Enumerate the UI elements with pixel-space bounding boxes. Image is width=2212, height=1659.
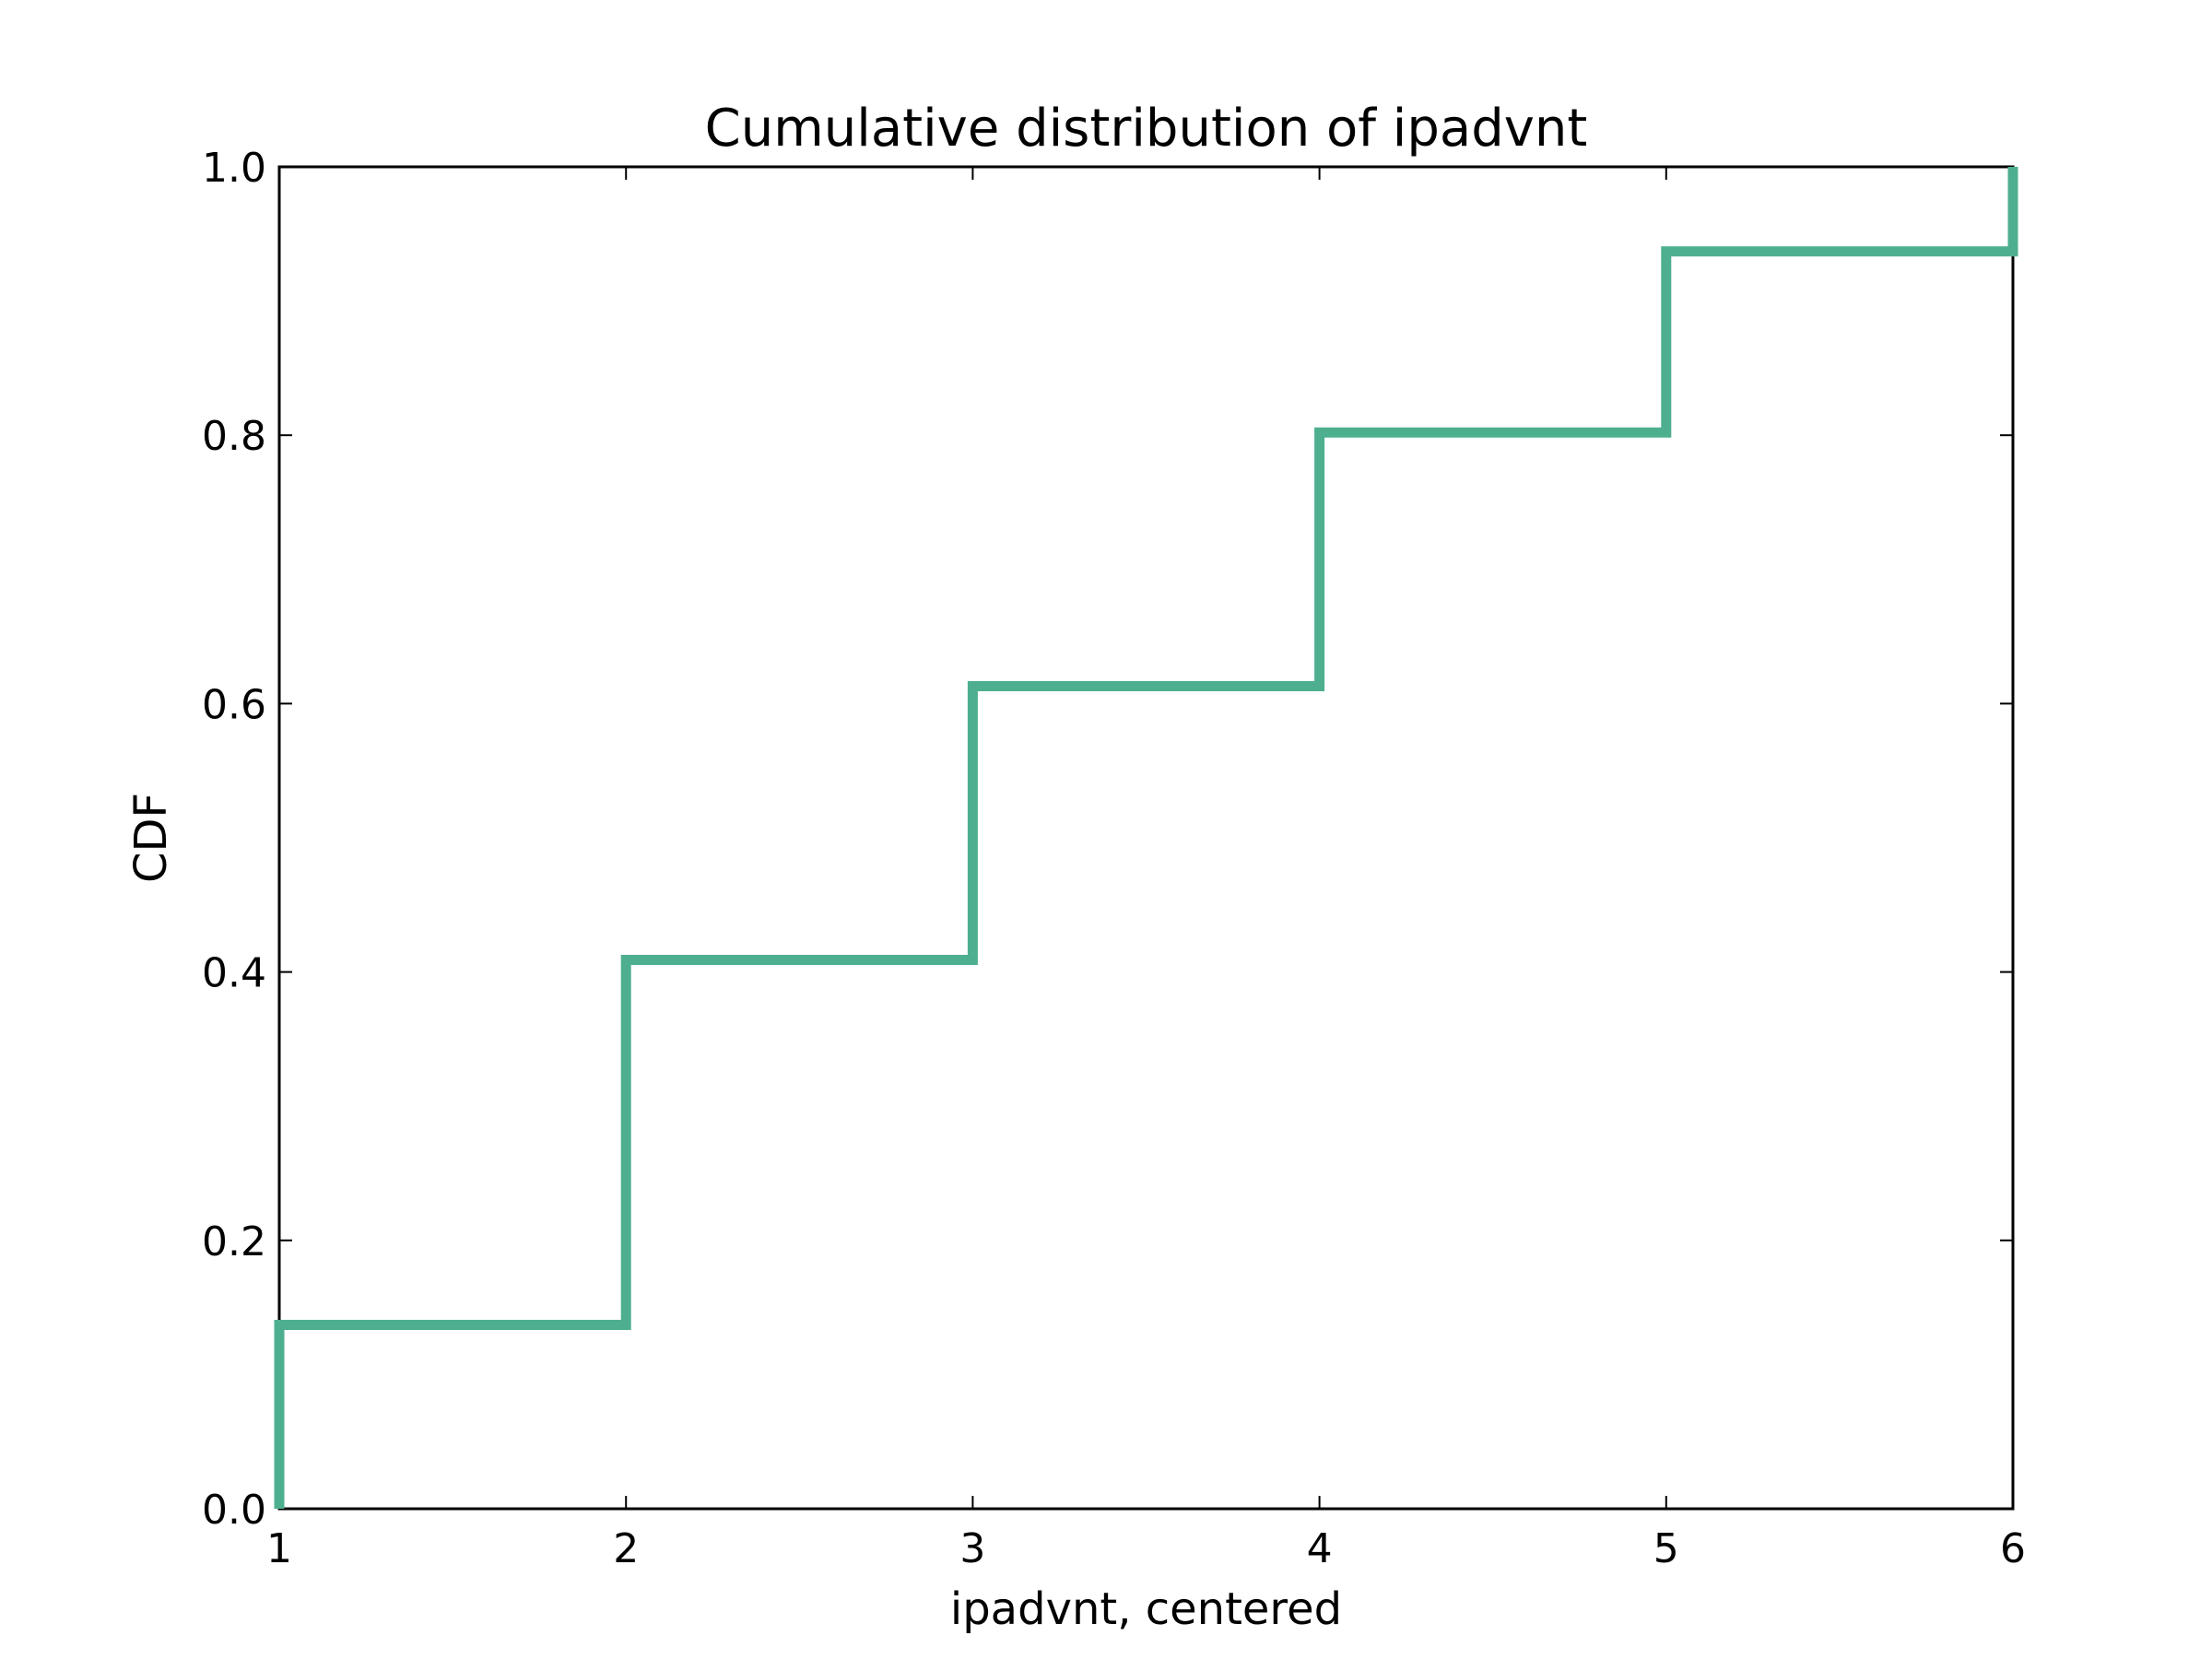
y-tick-label: 0.0 [202, 1487, 266, 1534]
x-tick-label: 6 [2000, 1525, 2026, 1572]
y-tick-label: 0.4 [202, 950, 266, 997]
y-axis-title: CDF [125, 793, 177, 883]
x-tick-label: 2 [613, 1525, 639, 1572]
y-tick-label: 0.2 [202, 1218, 266, 1265]
y-tick-label: 0.6 [202, 681, 266, 728]
y-tick-label: 0.8 [202, 413, 266, 460]
series-group [274, 167, 2018, 1509]
y-tick-label: 1.0 [202, 145, 266, 192]
chart-title: Cumulative distribution of ipadvnt [705, 99, 1588, 159]
x-tick-label: 4 [1307, 1525, 1333, 1572]
plot-frame [277, 165, 2015, 1511]
x-tick-label: 1 [266, 1525, 292, 1572]
x-axis-title: ipadvnt, centered [950, 1583, 1342, 1635]
axis-tick-labels: 1 2 3 4 5 6 0.0 0.2 0.4 0.6 0.8 1.0 [202, 145, 2026, 1572]
axis-ticks [278, 166, 2014, 1510]
x-tick-label: 3 [959, 1525, 985, 1572]
cdf-step-line [274, 167, 2018, 1509]
x-tick-label: 5 [1653, 1525, 1679, 1572]
